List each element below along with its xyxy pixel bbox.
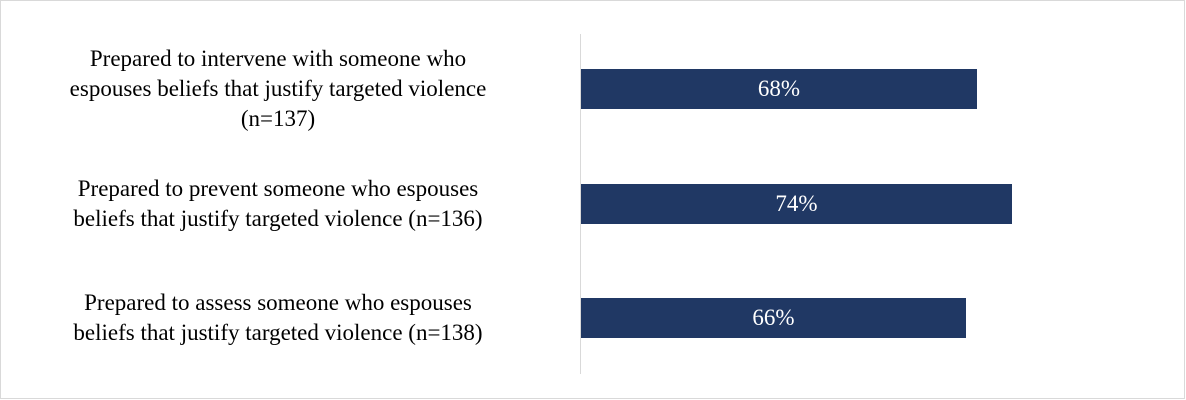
bar: 68% bbox=[581, 69, 977, 109]
category-label-line: (n=137) bbox=[240, 106, 316, 131]
category-label-line: Prepared to prevent someone who espouses bbox=[77, 176, 479, 201]
bar-value-label: 74% bbox=[775, 191, 818, 216]
bar: 74% bbox=[581, 184, 1012, 224]
category-label-line: beliefs that justify targeted violence (… bbox=[73, 320, 483, 345]
category-axis-line bbox=[580, 34, 581, 374]
bar-value-label: 68% bbox=[757, 76, 801, 101]
category-label: Prepared to intervene with someone who es… bbox=[0, 44, 558, 134]
category-label-line: espouses beliefs that justify targeted v… bbox=[69, 76, 487, 101]
category-label: Prepared to prevent someone who espouses… bbox=[0, 174, 558, 234]
category-label-line: Prepared to intervene with someone who bbox=[89, 46, 467, 71]
category-label-line: beliefs that justify targeted violence (… bbox=[73, 206, 483, 231]
category-label-line: Prepared to assess someone who espouses bbox=[84, 290, 472, 315]
bar: 66% bbox=[581, 298, 966, 338]
bar-value-label: 66% bbox=[752, 305, 795, 330]
category-label: Prepared to assess someone who espouses b… bbox=[0, 288, 558, 348]
